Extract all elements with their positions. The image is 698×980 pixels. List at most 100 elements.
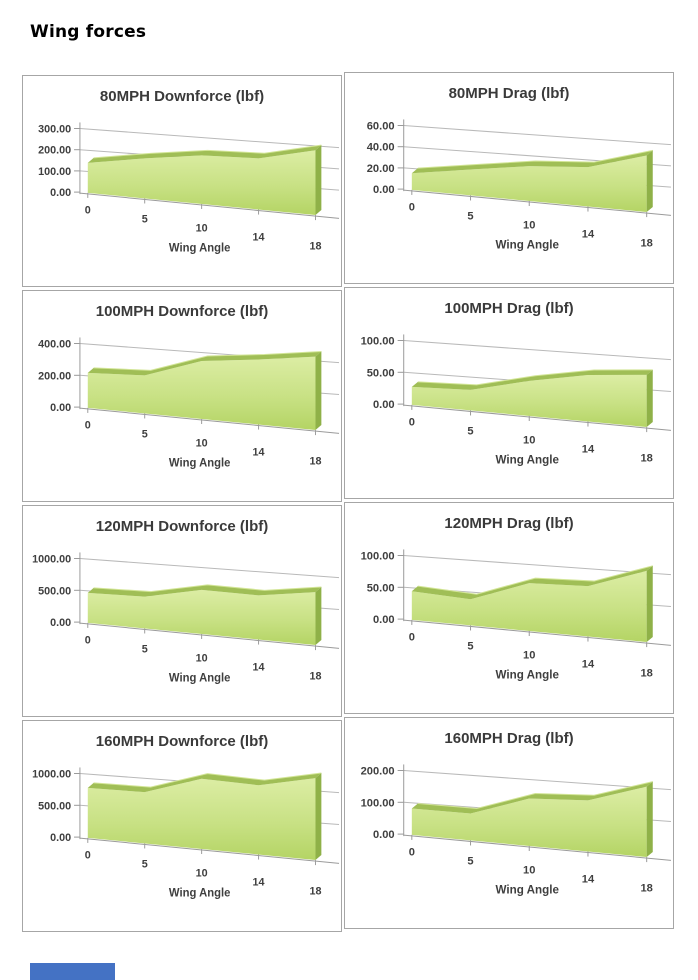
x-tick-label: 0 bbox=[85, 419, 91, 431]
y-tick-label: 50.00 bbox=[367, 582, 395, 594]
chart-title: 160MPH Drag (lbf) bbox=[444, 730, 574, 747]
y-tick-label: 0.00 bbox=[373, 399, 395, 411]
x-tick-label: 18 bbox=[309, 671, 321, 683]
area-chart-3d: 200.00 100.00 0.00 0 5 10 14 18 Wing Angle bbox=[361, 764, 672, 897]
y-tick-label: 1000.00 bbox=[32, 553, 71, 565]
area-chart-3d: 100.00 50.00 0.00 0 5 10 14 18 Wing Angle bbox=[361, 549, 672, 682]
x-tick-label: 10 bbox=[196, 652, 208, 664]
x-tick-label: 5 bbox=[142, 643, 148, 655]
x-tick-label: 14 bbox=[253, 876, 266, 888]
x-tick-label: 10 bbox=[196, 867, 208, 879]
y-tick-label: 100.00 bbox=[361, 336, 395, 348]
area-chart-3d: 1000.00 500.00 0.00 0 5 10 14 18 Wing Angle bbox=[32, 767, 340, 900]
x-tick-label: 5 bbox=[467, 640, 473, 652]
x-tick-label: 0 bbox=[409, 416, 415, 428]
y-tick-label: 40.00 bbox=[367, 142, 395, 154]
page-title: Wing forces bbox=[30, 22, 147, 42]
x-axis-title: Wing Angle bbox=[496, 454, 560, 467]
x-tick-label: 5 bbox=[467, 425, 473, 437]
chart-title: 120MPH Downforce (lbf) bbox=[95, 518, 269, 535]
x-tick-label: 10 bbox=[523, 434, 535, 446]
x-axis-title: Wing Angle bbox=[496, 669, 560, 682]
area-chart-3d: 100.00 50.00 0.00 0 5 10 14 18 Wing Angle bbox=[361, 334, 672, 467]
x-tick-label: 0 bbox=[85, 634, 91, 646]
x-tick-label: 14 bbox=[582, 874, 595, 886]
x-tick-label: 14 bbox=[253, 661, 266, 673]
area-chart-3d: 400.00 200.00 0.00 0 5 10 14 18 Wing Angle bbox=[38, 337, 340, 470]
y-tick-label: 200.00 bbox=[361, 766, 395, 778]
x-tick-label: 0 bbox=[85, 204, 91, 216]
x-tick-label: 0 bbox=[409, 846, 415, 858]
chart-box: 100MPH Downforce (lbf) 400.00 200.00 0.00 0… bbox=[22, 290, 342, 502]
x-axis-title: Wing Angle bbox=[169, 458, 230, 470]
chart-box: 100MPH Drag (lbf) 100.00 50.00 0.00 0 5 10 14 1… bbox=[344, 287, 674, 499]
y-tick-label: 0.00 bbox=[50, 617, 71, 629]
x-tick-label: 0 bbox=[85, 849, 91, 861]
chart-box: 160MPH Drag (lbf) 200.00 100.00 0.00 0 5 10 14… bbox=[344, 717, 674, 929]
y-tick-label: 500.00 bbox=[38, 800, 71, 812]
area-chart-3d: 1000.00 500.00 0.00 0 5 10 14 18 Wing Angle bbox=[32, 552, 340, 685]
x-tick-label: 14 bbox=[253, 446, 266, 458]
x-tick-label: 10 bbox=[196, 222, 208, 234]
chart-title: 100MPH Downforce (lbf) bbox=[95, 303, 269, 320]
area-chart-3d: 60.00 40.00 20.00 0.00 0 5 10 14 18 Wing Angle bbox=[367, 119, 672, 252]
clipped-blue-element bbox=[30, 963, 115, 980]
x-tick-label: 18 bbox=[640, 883, 652, 895]
x-tick-label: 0 bbox=[409, 631, 415, 643]
x-tick-label: 18 bbox=[640, 668, 652, 680]
y-tick-label: 0.00 bbox=[373, 614, 395, 626]
x-axis-title: Wing Angle bbox=[169, 243, 230, 255]
y-tick-label: 100.00 bbox=[38, 166, 71, 178]
y-tick-label: 200.00 bbox=[38, 145, 71, 157]
x-tick-label: 10 bbox=[523, 864, 535, 876]
x-tick-label: 10 bbox=[523, 219, 535, 231]
chart-title: 100MPH Drag (lbf) bbox=[444, 300, 574, 317]
y-tick-label: 300.00 bbox=[38, 123, 71, 135]
x-tick-label: 5 bbox=[467, 210, 473, 222]
x-tick-label: 5 bbox=[467, 855, 473, 867]
y-tick-label: 400.00 bbox=[38, 338, 71, 350]
charts-grid: 80MPH Downforce (lbf) 300.00 200.00 100.00… bbox=[22, 72, 674, 932]
y-tick-label: 20.00 bbox=[367, 163, 395, 175]
y-tick-label: 0.00 bbox=[373, 829, 395, 841]
y-tick-label: 200.00 bbox=[38, 370, 71, 382]
chart-box: 120MPH Downforce (lbf) 1000.00 500.00 0.00… bbox=[22, 505, 342, 717]
chart-title: 80MPH Drag (lbf) bbox=[448, 85, 570, 102]
x-tick-label: 18 bbox=[309, 241, 321, 253]
y-tick-label: 100.00 bbox=[361, 551, 395, 563]
y-tick-label: 1000.00 bbox=[32, 768, 71, 780]
x-tick-label: 18 bbox=[640, 238, 652, 250]
y-tick-label: 500.00 bbox=[38, 585, 71, 597]
y-tick-label: 60.00 bbox=[367, 121, 395, 133]
y-tick-label: 50.00 bbox=[367, 367, 395, 379]
y-tick-label: 0.00 bbox=[50, 402, 71, 414]
x-tick-label: 5 bbox=[142, 428, 148, 440]
x-tick-label: 5 bbox=[142, 858, 148, 870]
x-tick-label: 18 bbox=[309, 456, 321, 468]
x-tick-label: 18 bbox=[640, 453, 652, 465]
y-tick-label: 0.00 bbox=[50, 832, 71, 844]
chart-title: 120MPH Drag (lbf) bbox=[444, 515, 574, 532]
chart-box: 160MPH Downforce (lbf) 1000.00 500.00 0.00… bbox=[22, 720, 342, 932]
chart-title: 160MPH Downforce (lbf) bbox=[95, 733, 269, 750]
x-tick-label: 0 bbox=[409, 201, 415, 213]
x-axis-title: Wing Angle bbox=[496, 884, 560, 897]
y-tick-label: 0.00 bbox=[373, 184, 395, 196]
chart-box: 120MPH Drag (lbf) 100.00 50.00 0.00 0 5 10 14 1… bbox=[344, 502, 674, 714]
x-tick-label: 14 bbox=[582, 444, 595, 456]
x-tick-label: 18 bbox=[309, 886, 321, 898]
x-axis-title: Wing Angle bbox=[169, 673, 230, 685]
x-tick-label: 14 bbox=[582, 659, 595, 671]
x-tick-label: 14 bbox=[253, 231, 266, 243]
chart-box: 80MPH Drag (lbf) 60.00 40.00 20.00 0.00 0 5 10… bbox=[344, 72, 674, 284]
x-tick-label: 5 bbox=[142, 213, 148, 225]
x-tick-label: 10 bbox=[196, 437, 208, 449]
x-tick-label: 10 bbox=[523, 649, 535, 661]
area-chart-3d: 300.00 200.00 100.00 0.00 0 5 10 14 18 Wing Angle bbox=[38, 122, 340, 255]
y-tick-label: 0.00 bbox=[50, 187, 71, 199]
chart-box: 80MPH Downforce (lbf) 300.00 200.00 100.00… bbox=[22, 75, 342, 287]
x-axis-title: Wing Angle bbox=[496, 239, 560, 252]
x-tick-label: 14 bbox=[582, 229, 595, 241]
chart-title: 80MPH Downforce (lbf) bbox=[99, 88, 265, 105]
y-tick-label: 100.00 bbox=[361, 797, 395, 809]
